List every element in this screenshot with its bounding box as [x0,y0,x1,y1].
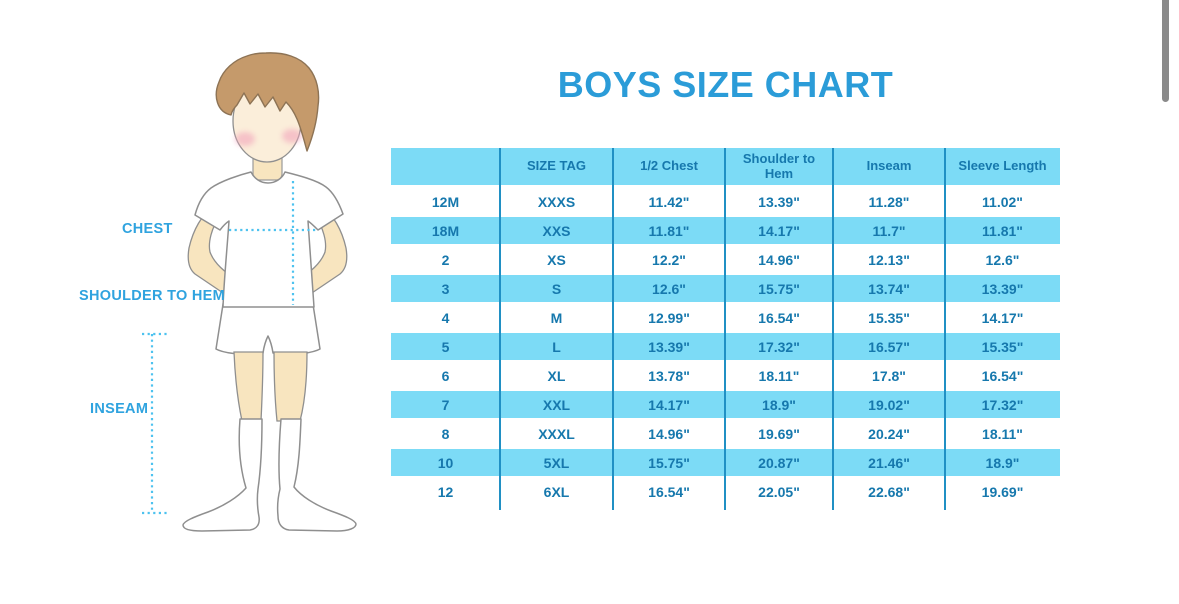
hair [215,52,320,152]
shoulder-to-hem-label: SHOULDER TO HEM [79,288,226,304]
scrollbar-thumb[interactable] [1162,0,1169,102]
age-label-cell: 2 [441,251,450,268]
measurement-value-cell: XXXL [538,425,575,442]
measurement-value-cell: XXL [542,396,571,413]
measurement-value-cell: XXS [542,222,571,239]
measurement-value-cell: 20.87" [758,454,800,471]
measurement-value-cell: 21.46" [868,454,910,471]
header-cell: 1/2 Chest [640,158,698,174]
right-leg [273,351,308,422]
measurement-value-cell: 11.81" [648,222,690,239]
measurement-value-cell: 22.05" [758,483,800,500]
age-label-cell: 5 [441,338,450,355]
measurement-value-cell: 13.74" [868,280,910,297]
measurement-value-cell: S [551,280,562,297]
measurement-value-cell: 16.54" [981,367,1024,384]
measurement-value-cell: 6XL [543,483,570,500]
measurement-value-cell: L [552,338,561,355]
column-divider [612,148,614,510]
measurement-value-cell: 18.9" [762,396,796,413]
measurement-value-cell: 13.39" [981,280,1024,297]
boy-figure-illustration [142,52,357,532]
measurement-value-cell: 14.17" [648,396,690,413]
column-divider [832,148,834,510]
left-sock [182,418,263,532]
measurement-value-cell: 15.35" [868,309,910,326]
measurement-value-cell: 11.42" [648,193,690,210]
size-table: SIZE TAG 1/2 Chest Shoulder to Hem Inseam Sl… [391,148,1060,510]
measurement-value-cell: 16.57" [868,338,910,355]
measurement-value-cell: 19.69" [981,483,1024,500]
measurement-value-cell: 12.6" [985,251,1020,268]
measurement-value-cell: 11.7" [872,222,906,239]
measurement-guides [142,181,317,515]
age-label-cell: 6 [441,367,450,384]
t-shirt [194,171,344,308]
age-label-cell: 4 [441,309,450,326]
measurement-value-cell: 15.35" [981,338,1024,355]
age-label-cell: 3 [441,280,450,297]
measurement-value-cell: 22.68" [868,483,910,500]
measurement-value-cell: 12.99" [648,309,690,326]
measurement-value-cell: 16.54" [758,309,800,326]
measurement-value-cell: 19.69" [758,425,800,442]
page-title: BOYS SIZE CHART [557,64,894,105]
measurement-value-cell: XL [547,367,566,384]
measurement-value-cell: 5XL [543,454,570,471]
measurement-value-cell: 15.75" [758,280,800,297]
measurement-value-cell: 12.2" [652,251,686,268]
column-divider [499,148,501,510]
chest-label: CHEST [122,221,173,237]
age-label-cell: 18M [431,222,460,239]
age-label-cell: 8 [441,425,450,442]
header-cell: Inseam [866,158,912,174]
measurement-value-cell: 18.11" [982,425,1023,442]
measurement-value-cell: 12.13" [868,251,910,268]
age-label-cell: 12 [437,483,454,500]
header-cell: Sleeve Length [958,158,1047,174]
measurement-value-cell: 19.02" [868,396,910,413]
measurement-value-cell: XXXS [537,193,576,210]
measurement-value-cell: 11.28" [868,193,910,210]
measurement-value-cell: 13.78" [648,367,690,384]
left-leg [233,351,264,422]
age-label-cell: 7 [441,396,450,413]
measurement-value-cell: 13.39" [758,193,800,210]
header-cell: Shoulder to Hem [742,150,816,181]
measurement-value-cell: 17.32" [981,396,1024,413]
age-label-cell: 10 [437,454,454,471]
measurement-value-cell: 18.11" [758,367,800,384]
measurement-value-cell: 16.54" [648,483,690,500]
measurement-value-cell: 20.24" [868,425,910,442]
measurement-value-cell: 15.75" [648,454,690,471]
measurement-value-cell: M [550,309,563,326]
header-cell: SIZE TAG [527,158,586,174]
measurement-value-cell: 18.9" [985,454,1020,471]
right-sock [276,418,357,532]
measurement-value-cell: 11.81" [982,222,1023,239]
measurement-value-cell: 13.39" [648,338,690,355]
column-divider [944,148,946,510]
measurement-value-cell: 17.8" [872,367,906,384]
measurement-value-cell: 12.6" [652,280,686,297]
measurement-value-cell: 14.17" [758,222,800,239]
measurement-value-cell: 17.32" [758,338,800,355]
column-divider [724,148,726,510]
measurement-value-cell: 11.02" [982,193,1023,210]
measurement-value-cell: XS [547,251,566,268]
measurement-value-cell: 14.17" [981,309,1024,326]
measurement-value-cell: 14.96" [648,425,690,442]
measurement-value-cell: 14.96" [758,251,800,268]
cheeks [235,129,302,146]
inseam-label: INSEAM [90,401,149,417]
age-label-cell: 12M [431,193,460,210]
